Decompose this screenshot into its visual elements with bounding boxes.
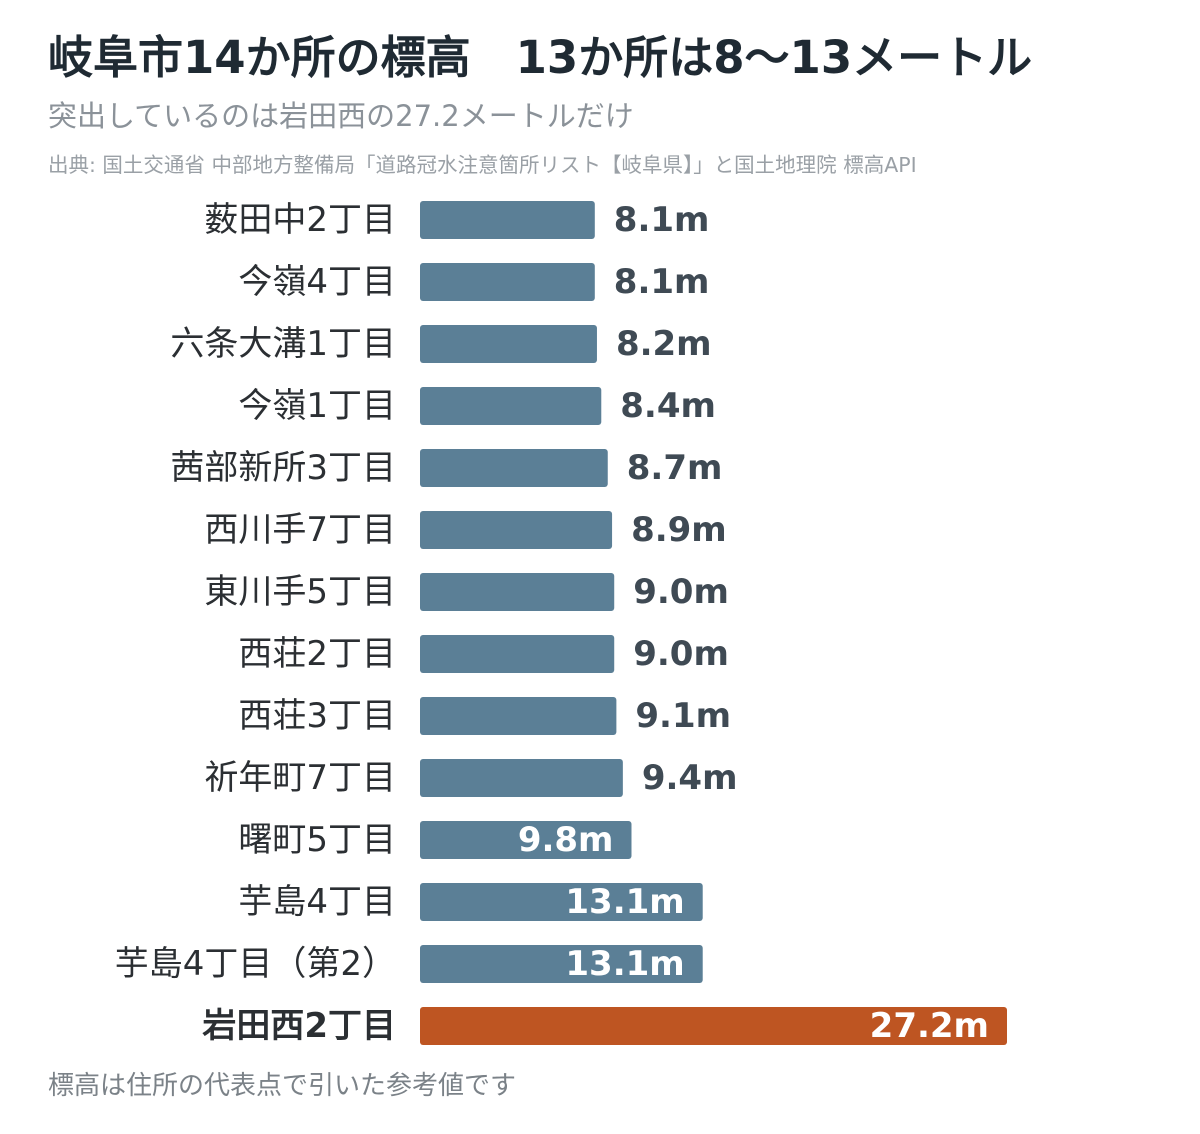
value-label: 8.7m — [627, 448, 723, 488]
category-label: 芋島4丁目 — [238, 882, 396, 922]
bar — [420, 945, 703, 983]
value-label: 8.1m — [614, 262, 710, 302]
category-label: 今嶺4丁目 — [238, 262, 396, 302]
value-label: 8.9m — [631, 510, 727, 550]
category-label: 六条大溝1丁目 — [170, 324, 396, 364]
value-label: 8.1m — [614, 200, 710, 240]
value-label: 8.4m — [620, 386, 716, 426]
category-label: 西荘3丁目 — [238, 696, 396, 736]
value-label: 13.1m — [565, 882, 684, 922]
category-label: 西川手7丁目 — [204, 510, 396, 550]
bar — [420, 511, 613, 549]
bar — [420, 325, 597, 363]
bar-highlight — [420, 1007, 1007, 1045]
category-label: 岩田西2丁目 — [201, 1006, 396, 1046]
category-label: 祈年町7丁目 — [204, 758, 396, 798]
category-label: 曙町5丁目 — [238, 820, 396, 860]
bar — [420, 201, 595, 239]
bar — [420, 635, 615, 673]
category-label: 薮田中2丁目 — [204, 200, 396, 240]
value-label: 8.2m — [616, 324, 712, 364]
value-label: 27.2m — [870, 1006, 989, 1046]
value-label: 9.1m — [635, 696, 731, 736]
category-label: 茜部新所3丁目 — [170, 448, 396, 488]
value-label: 9.4m — [642, 758, 738, 798]
source-note: 出典: 国土交通省 中部地方整備局「道路冠水注意箇所リスト【岐阜県】」と国土地理… — [48, 153, 917, 177]
bar — [420, 759, 623, 797]
category-label: 芋島4丁目（第2） — [115, 944, 396, 984]
bar — [420, 883, 703, 921]
bar — [420, 697, 617, 735]
value-label: 9.0m — [633, 634, 729, 674]
value-label: 9.8m — [518, 820, 614, 860]
value-label: 13.1m — [565, 944, 684, 984]
bar — [420, 263, 595, 301]
bar — [420, 387, 602, 425]
bar — [420, 573, 615, 611]
chart-title: 岐阜市14か所の標高 13か所は8〜13メートル — [48, 31, 1033, 84]
bar — [420, 449, 608, 487]
chart-subtitle: 突出しているのは岩田西の27.2メートルだけ — [48, 99, 634, 133]
category-label: 東川手5丁目 — [204, 572, 396, 612]
value-label: 9.0m — [633, 572, 729, 612]
footnote: 標高は住所の代表点で引いた参考値です — [48, 1071, 517, 1101]
category-label: 今嶺1丁目 — [238, 386, 396, 426]
category-label: 西荘2丁目 — [238, 634, 396, 674]
bar — [420, 821, 632, 859]
